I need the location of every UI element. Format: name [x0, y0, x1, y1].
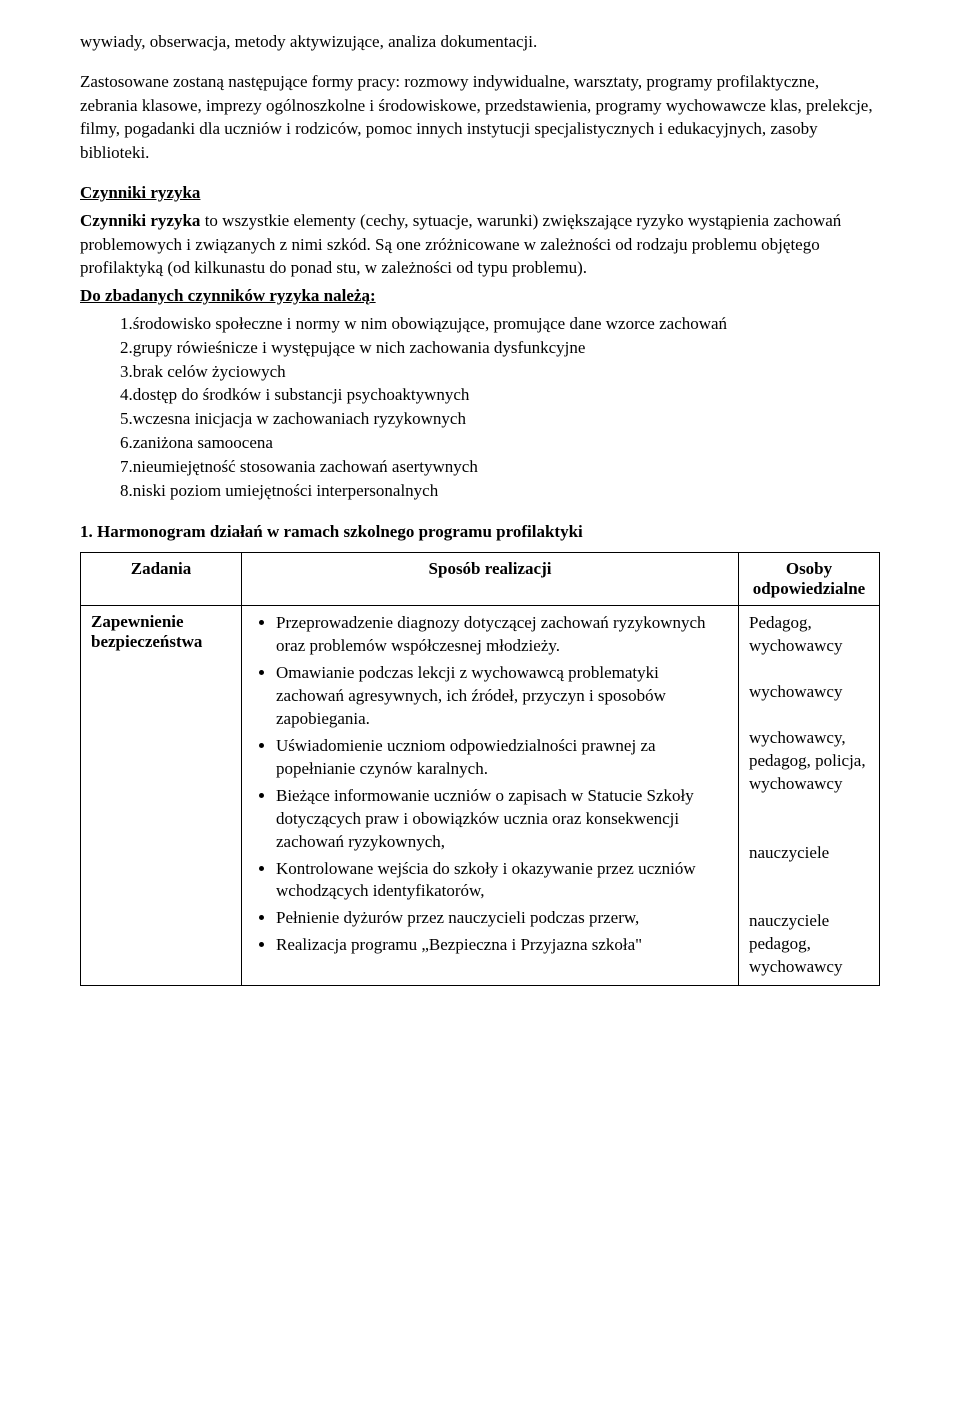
risk-item: 6.zaniżona samoocena [120, 431, 880, 455]
intro-paragraph-2: Zastosowane zostaną następujące formy pr… [80, 70, 880, 165]
col-header-tasks: Zadania [81, 553, 242, 606]
risk-item: 1.środowisko społeczne i normy w nim obo… [120, 312, 880, 336]
risk-list: 1.środowisko społeczne i normy w nim obo… [80, 312, 880, 502]
risk-list-heading-text: Do zbadanych czynników ryzyka należą: [80, 286, 376, 305]
task-text: Zapewnienie bezpieczeństwa [91, 612, 202, 651]
method-item: Realizacja programu „Bezpieczna i Przyja… [276, 934, 728, 957]
cell-persons: Pedagog, wychowawcy wychowawcy wychowawc… [739, 606, 880, 986]
intro-line-1: wywiady, obserwacja, metody aktywizujące… [80, 30, 880, 54]
schedule-table: Zadania Sposób realizacji Osoby odpowied… [80, 552, 880, 986]
persons-line [749, 887, 869, 910]
method-item: Przeprowadzenie diagnozy dotyczącej zach… [276, 612, 728, 658]
method-item: Kontrolowane wejścia do szkoły i okazywa… [276, 858, 728, 904]
persons-line [749, 658, 869, 681]
risk-lead-paragraph: Czynniki ryzyka to wszystkie elementy (c… [80, 209, 880, 280]
persons-line: wychowawcy [749, 681, 869, 704]
cell-task: Zapewnienie bezpieczeństwa [81, 606, 242, 986]
cell-method: Przeprowadzenie diagnozy dotyczącej zach… [242, 606, 739, 986]
risk-heading-text: Czynniki ryzyka [80, 183, 200, 202]
table-header-row: Zadania Sposób realizacji Osoby odpowied… [81, 553, 880, 606]
method-item: Pełnienie dyżurów przez nauczycieli podc… [276, 907, 728, 930]
method-item: Omawianie podczas lekcji z wychowawcą pr… [276, 662, 728, 731]
risk-item: 3.brak celów życiowych [120, 360, 880, 384]
persons-line: pedagog, wychowawcy [749, 933, 869, 979]
persons-line: nauczyciele [749, 842, 869, 865]
table-row: Zapewnienie bezpieczeństwa Przeprowadzen… [81, 606, 880, 986]
persons-line: Pedagog, wychowawcy [749, 612, 869, 658]
risk-item: 7.nieumiejętność stosowania zachowań ase… [120, 455, 880, 479]
persons-line [749, 864, 869, 887]
risk-item: 5.wczesna inicjacja w zachowaniach ryzyk… [120, 407, 880, 431]
method-item: Uświadomienie uczniom odpowiedzialności … [276, 735, 728, 781]
risk-lead-bold: Czynniki ryzyka [80, 211, 200, 230]
persons-line [749, 819, 869, 842]
risk-list-heading: Do zbadanych czynników ryzyka należą: [80, 284, 880, 308]
method-list: Przeprowadzenie diagnozy dotyczącej zach… [252, 612, 728, 957]
persons-line [749, 796, 869, 819]
persons-line: nauczyciele [749, 910, 869, 933]
method-item: Bieżące informowanie uczniów o zapisach … [276, 785, 728, 854]
persons-line: wychowawcy, pedagog, policja, [749, 727, 869, 773]
persons-line [749, 704, 869, 727]
col-header-persons: Osoby odpowiedzialne [739, 553, 880, 606]
risk-heading: Czynniki ryzyka [80, 181, 880, 205]
schedule-title: 1. Harmonogram działań w ramach szkolneg… [80, 520, 880, 544]
col-header-method: Sposób realizacji [242, 553, 739, 606]
risk-item: 8.niski poziom umiejętności interpersona… [120, 479, 880, 503]
risk-item: 2.grupy rówieśnicze i występujące w nich… [120, 336, 880, 360]
risk-item: 4.dostęp do środków i substancji psychoa… [120, 383, 880, 407]
persons-line: wychowawcy [749, 773, 869, 796]
